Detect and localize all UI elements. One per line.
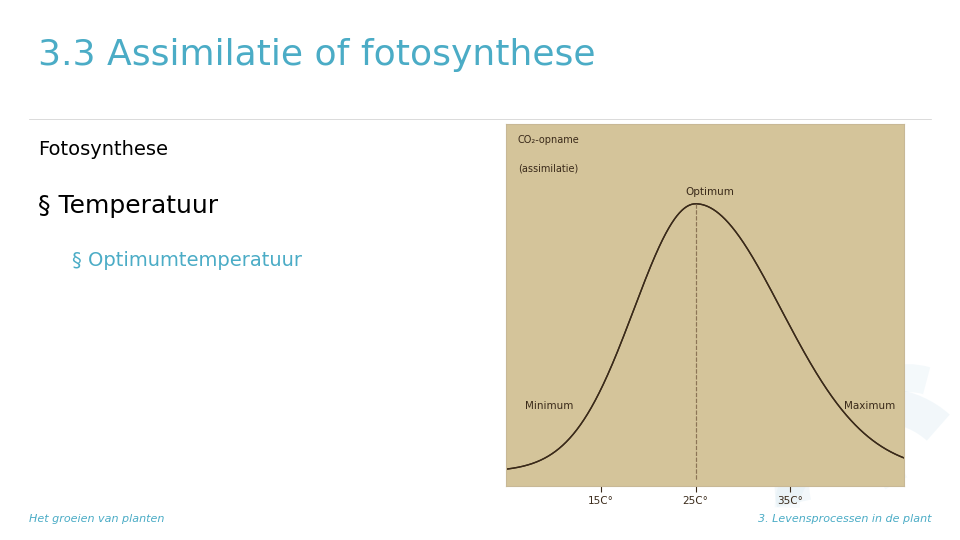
Text: Minimum: Minimum bbox=[525, 401, 573, 411]
Text: Optimum: Optimum bbox=[685, 186, 734, 197]
Text: 3. Levensprocessen in de plant: 3. Levensprocessen in de plant bbox=[757, 514, 931, 524]
FancyBboxPatch shape bbox=[498, 117, 912, 515]
Text: § Optimumtemperatuur: § Optimumtemperatuur bbox=[72, 251, 302, 270]
Text: (assimilatie): (assimilatie) bbox=[517, 164, 578, 174]
Text: Fotosynthese: Fotosynthese bbox=[38, 140, 168, 159]
Text: 3.3 Assimilatie of fotosynthese: 3.3 Assimilatie of fotosynthese bbox=[38, 38, 596, 72]
Bar bbox=[506, 124, 904, 486]
Text: CO₂-opname: CO₂-opname bbox=[517, 135, 580, 145]
Text: Maximum: Maximum bbox=[844, 401, 895, 411]
Text: § Temperatuur: § Temperatuur bbox=[38, 194, 219, 218]
Text: Het groeien van planten: Het groeien van planten bbox=[29, 514, 164, 524]
